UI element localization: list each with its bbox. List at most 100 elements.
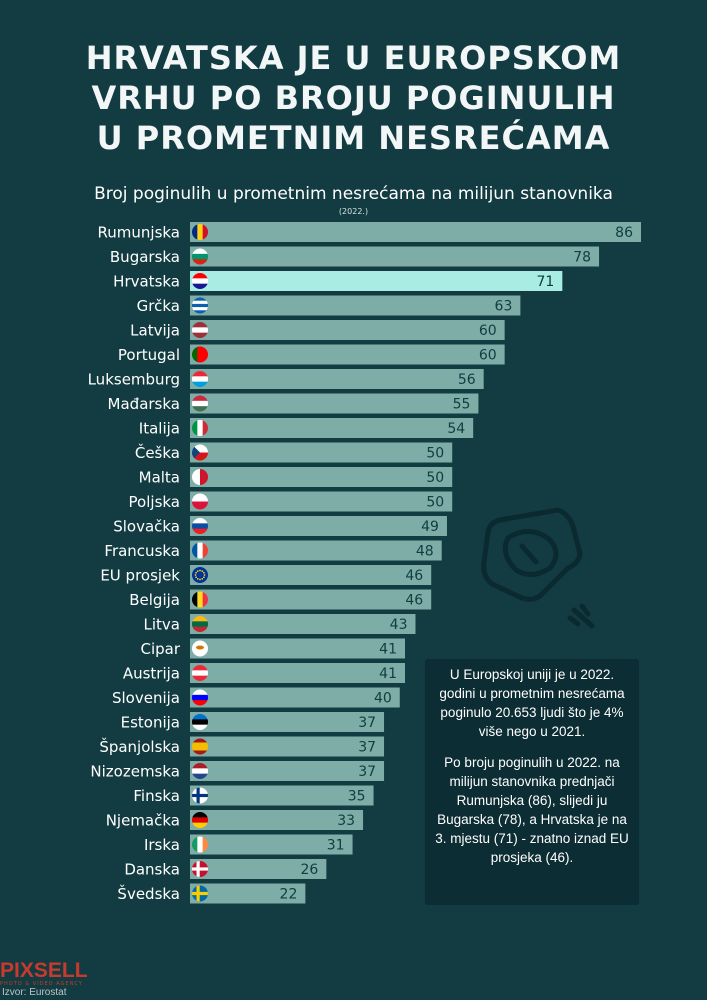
flag-icon-hr	[192, 273, 208, 289]
value-label-21: 37	[358, 740, 376, 756]
value-label-8: 54	[447, 421, 465, 437]
category-label-12: Slovačka	[113, 518, 180, 536]
category-label-23: Finska	[133, 787, 180, 805]
bar-25	[190, 834, 353, 855]
flag-icon-ro	[192, 224, 208, 240]
value-label-2: 71	[537, 274, 555, 290]
value-label-9: 50	[426, 446, 444, 462]
value-label-0: 86	[615, 225, 633, 241]
category-label-25: Irska	[144, 836, 180, 854]
bar-20	[190, 712, 385, 732]
value-label-10: 50	[426, 470, 444, 486]
flag-icon-mt	[192, 469, 208, 485]
source-note: Izvor: Eurostat	[2, 987, 67, 998]
value-label-18: 41	[379, 666, 397, 682]
bar-9	[190, 442, 453, 463]
value-label-11: 50	[426, 495, 444, 511]
category-label-18: Austrija	[123, 665, 180, 683]
category-label-17: Cipar	[140, 640, 180, 658]
bar-18	[190, 663, 406, 683]
flag-icon-lt	[192, 616, 208, 632]
bar-11	[190, 491, 453, 512]
bar-12	[190, 516, 447, 536]
bar-21	[190, 736, 385, 757]
flag-icon-cz	[192, 444, 208, 461]
bar-3	[190, 295, 521, 316]
category-label-10: Malta	[139, 469, 180, 487]
value-label-23: 35	[348, 789, 366, 805]
category-label-21: Španjolska	[99, 737, 180, 756]
bar-15	[190, 589, 432, 610]
flag-icon-cy	[192, 640, 208, 657]
bar-17	[190, 638, 406, 659]
bar-2	[190, 271, 563, 291]
flag-icon-si	[192, 689, 208, 706]
flag-icon-es	[192, 738, 208, 755]
steering-wheel-icon	[481, 507, 595, 629]
flag-icon-eu	[192, 567, 208, 583]
category-label-7: Mađarska	[108, 395, 180, 413]
value-label-26: 26	[301, 862, 319, 878]
flag-icon-ie	[192, 836, 208, 853]
value-label-6: 56	[458, 372, 476, 388]
category-label-9: Češka	[135, 443, 180, 462]
value-label-24: 33	[337, 813, 355, 829]
bar-7	[190, 393, 479, 414]
flag-icon-be	[192, 591, 208, 608]
category-label-24: Njemačka	[106, 812, 180, 830]
title-line-2: VRHU PO BROJU POGINULIH	[91, 79, 616, 117]
logo-tagline: PHOTO & VIDEO AGENCY	[0, 981, 83, 987]
chart-title: Broj poginulih u prometnim nesrećama na …	[94, 184, 613, 204]
value-label-25: 31	[327, 838, 345, 854]
flag-icon-dk	[192, 861, 208, 877]
flag-icon-se	[192, 885, 208, 902]
bar-4	[190, 320, 505, 340]
bar-19	[190, 687, 400, 708]
info-paragraph-2: Po broju poginulih u 2022. na milijun st…	[435, 755, 629, 865]
bar-10	[190, 467, 453, 487]
value-label-3: 63	[495, 299, 513, 315]
flag-icon-pl	[192, 493, 208, 510]
value-label-16: 43	[390, 617, 408, 633]
category-label-8: Italija	[139, 420, 180, 438]
page-title: HRVATSKA JE U EUROPSKOM VRHU PO BROJU PO…	[0, 38, 707, 158]
flag-icon-bg	[192, 248, 208, 265]
flag-icon-fr	[192, 542, 208, 559]
category-label-0: Rumunjska	[98, 224, 180, 242]
flag-icon-lv	[192, 322, 208, 338]
category-label-27: Švedska	[117, 884, 180, 903]
category-label-4: Latvija	[130, 322, 180, 340]
flag-icon-sk	[192, 518, 208, 534]
bar-0	[190, 222, 641, 242]
category-label-19: Slovenija	[112, 689, 180, 707]
value-label-1: 78	[573, 250, 591, 266]
info-paragraph-1: U Europskoj uniji je u 2022. godini u pr…	[439, 667, 625, 739]
category-label-14: EU prosjek	[100, 567, 180, 585]
bar-16	[190, 614, 416, 634]
value-label-17: 41	[379, 642, 397, 658]
title-line-1: HRVATSKA JE U EUROPSKOM	[85, 39, 622, 77]
bar-22	[190, 761, 385, 781]
bar-26	[190, 859, 327, 879]
flag-icon-ee	[192, 714, 208, 730]
value-label-4: 60	[479, 323, 497, 339]
chart-subtitle: (2022.)	[338, 207, 369, 216]
flag-icon-fi	[192, 787, 208, 804]
flag-icon-nl	[192, 763, 208, 779]
value-label-27: 22	[280, 887, 298, 903]
category-label-5: Portugal	[118, 346, 180, 364]
category-label-22: Nizozemska	[90, 763, 180, 781]
flag-icon-at	[192, 665, 208, 681]
category-label-15: Belgija	[129, 591, 180, 609]
flag-icon-hu	[192, 395, 208, 412]
value-label-7: 55	[453, 397, 471, 413]
category-label-26: Danska	[124, 861, 180, 879]
category-label-6: Luksemburg	[88, 371, 180, 389]
logo: PIXSELL	[0, 959, 88, 982]
flag-icon-pt	[192, 346, 208, 363]
category-label-13: Francuska	[104, 542, 180, 560]
value-label-22: 37	[358, 764, 376, 780]
category-label-20: Estonija	[121, 714, 180, 732]
bar-23	[190, 785, 374, 806]
